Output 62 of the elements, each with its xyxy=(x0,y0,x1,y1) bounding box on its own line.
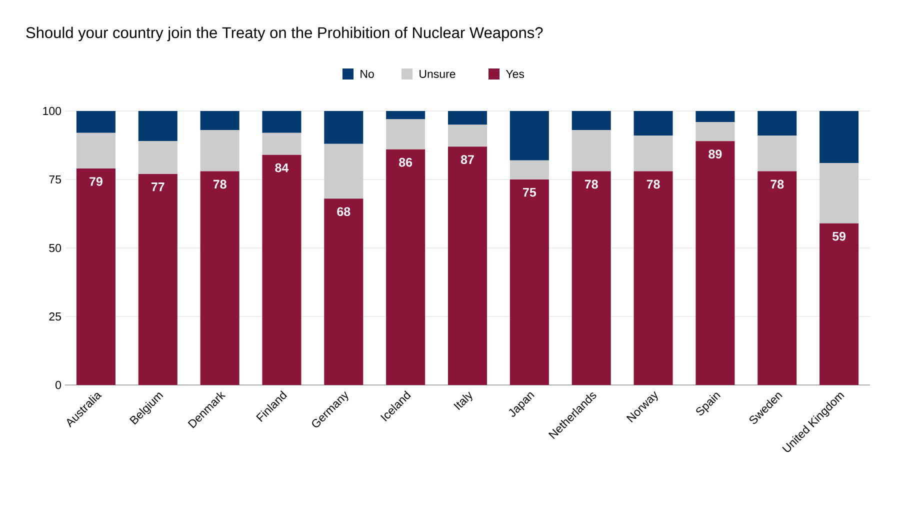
bar xyxy=(572,130,611,172)
bar xyxy=(758,110,797,136)
chart-title: Should your country join the Treaty on the Prohibition of Nuclear Weapons? xyxy=(26,26,543,42)
bar xyxy=(200,130,240,172)
bar xyxy=(262,132,302,155)
data-label: 78 xyxy=(584,180,598,189)
bar xyxy=(758,136,797,172)
bar xyxy=(262,110,302,133)
data-label: 86 xyxy=(399,158,412,167)
y-tick-label: 75 xyxy=(49,175,61,184)
data-label: 68 xyxy=(337,207,350,216)
bar xyxy=(634,110,673,136)
bar xyxy=(510,110,549,160)
bar xyxy=(200,171,240,385)
data-label: 79 xyxy=(90,177,102,186)
bar xyxy=(758,171,797,385)
bar xyxy=(138,110,178,142)
y-tick-label: 0 xyxy=(56,380,62,390)
bar xyxy=(324,144,364,199)
x-tick-label: Italy xyxy=(454,392,472,410)
data-label: 59 xyxy=(832,232,846,241)
data-label: 75 xyxy=(523,188,536,197)
bar xyxy=(76,110,116,133)
bar xyxy=(138,174,178,385)
bar xyxy=(510,160,549,180)
bar xyxy=(820,223,859,385)
data-label: 89 xyxy=(708,150,722,159)
bar xyxy=(262,154,302,385)
bar xyxy=(138,141,178,174)
bar xyxy=(386,119,426,150)
y-tick-label: 100 xyxy=(43,106,62,116)
bar xyxy=(324,198,364,385)
data-label: 78 xyxy=(646,180,660,189)
data-label: 84 xyxy=(275,163,289,172)
data-label: 78 xyxy=(213,180,226,189)
legend-label: Yes xyxy=(506,70,524,78)
bar xyxy=(76,168,116,385)
bar xyxy=(820,163,859,224)
legend-label: Unsure xyxy=(420,70,456,78)
bar xyxy=(572,110,611,130)
bar xyxy=(200,110,240,130)
bar xyxy=(634,136,673,172)
data-label: 77 xyxy=(151,182,164,192)
data-label: 78 xyxy=(770,180,784,189)
data-label: 87 xyxy=(460,155,474,164)
y-tick-label: 50 xyxy=(49,244,62,252)
bar xyxy=(448,124,488,147)
bar xyxy=(324,110,364,144)
bar xyxy=(696,122,735,142)
bar xyxy=(572,171,611,385)
bar xyxy=(634,171,673,385)
bar xyxy=(386,110,426,120)
y-tick-label: 25 xyxy=(49,312,61,321)
bar xyxy=(696,141,735,385)
bar xyxy=(76,132,116,169)
bar xyxy=(696,110,735,122)
bar xyxy=(820,110,859,164)
bar xyxy=(386,149,426,385)
bar xyxy=(448,110,488,125)
legend-label: No xyxy=(360,70,374,78)
bar xyxy=(510,179,549,385)
bar xyxy=(448,146,488,385)
